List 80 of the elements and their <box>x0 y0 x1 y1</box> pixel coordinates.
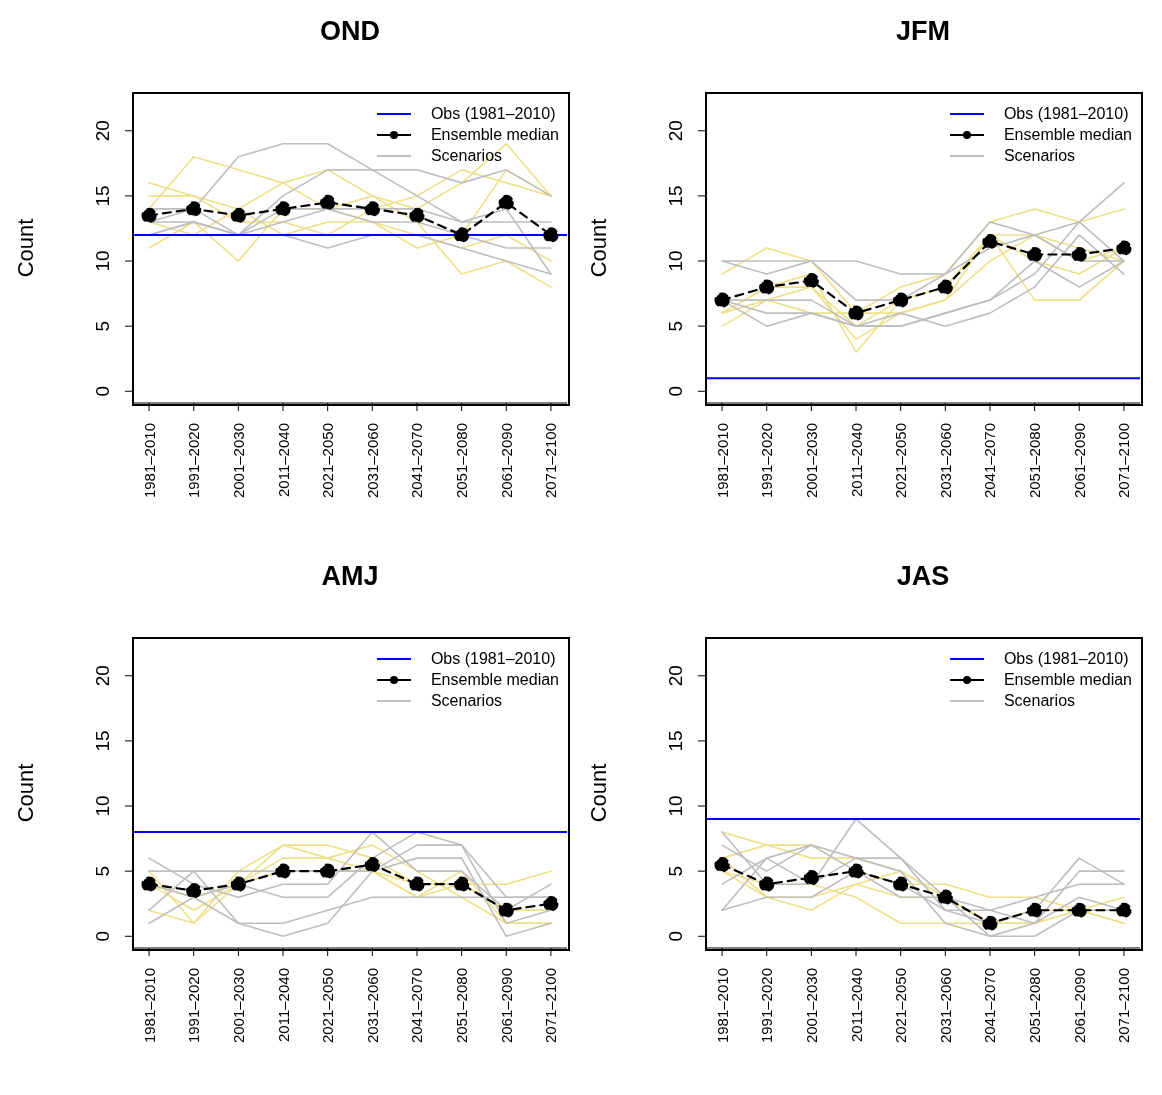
y-axis-title: Count <box>585 763 611 823</box>
x-tick-label: 1981–2010 <box>140 423 158 499</box>
legend-label: Ensemble median <box>1003 670 1132 690</box>
x-tick-label: 1991–2020 <box>758 968 776 1044</box>
x-tick-label: 2071–2100 <box>542 968 560 1044</box>
x-tick-label: 2001–2030 <box>802 423 820 499</box>
x-tick-label: 1981–2010 <box>713 423 731 499</box>
y-tick-label: 15 <box>665 185 686 207</box>
y-axis-title: Count <box>12 763 38 823</box>
x-tick-label: 2041–2070 <box>408 968 426 1044</box>
y-tick-label: 5 <box>92 320 113 332</box>
x-tick-label: 2031–2060 <box>936 968 954 1044</box>
x-tick-label: 2061–2090 <box>497 423 515 499</box>
y-axis-title: Count <box>585 218 611 278</box>
x-tick-label: 2051–2080 <box>1026 423 1044 499</box>
legend-label: Scenarios <box>1003 691 1076 711</box>
x-tick-label: 2061–2090 <box>1070 423 1088 499</box>
y-tick-label: 10 <box>665 250 686 272</box>
y-tick-label: 15 <box>92 730 113 752</box>
y-tick-label: 5 <box>665 865 686 877</box>
x-tick-label: 1991–2020 <box>185 968 203 1044</box>
chart-title: OND <box>319 16 381 47</box>
y-tick-label: 10 <box>92 250 113 272</box>
y-tick-label: 5 <box>92 865 113 877</box>
y-tick-label: 0 <box>665 930 686 942</box>
x-tick-label: 1981–2010 <box>140 968 158 1044</box>
x-tick-label: 1991–2020 <box>185 423 203 499</box>
x-tick-label: 2011–2040 <box>274 968 292 1042</box>
chart-title: JAS <box>895 561 951 592</box>
y-tick-label: 0 <box>665 385 686 397</box>
legend-label: Ensemble median <box>430 670 559 690</box>
x-tick-label: 2021–2050 <box>319 423 337 499</box>
x-tick-label: 2051–2080 <box>1026 968 1044 1044</box>
x-tick-label: 2071–2100 <box>1115 423 1133 499</box>
legend-label: Scenarios <box>430 691 503 711</box>
x-tick-label: 2051–2080 <box>453 968 471 1044</box>
legend-label: Ensemble median <box>430 125 559 145</box>
x-tick-label: 2071–2100 <box>1115 968 1133 1044</box>
x-tick-label: 2011–2040 <box>274 423 292 497</box>
x-tick-label: 2001–2030 <box>802 968 820 1044</box>
legend-label: Scenarios <box>430 146 503 166</box>
x-tick-label: 2021–2050 <box>319 968 337 1044</box>
x-tick-label: 2041–2070 <box>981 968 999 1044</box>
y-tick-label: 5 <box>665 320 686 332</box>
legend-label: Obs (1981–2010) <box>1003 649 1129 669</box>
x-tick-label: 2011–2040 <box>847 968 865 1042</box>
y-tick-label: 20 <box>665 120 686 142</box>
x-tick-label: 2031–2060 <box>363 423 381 499</box>
y-axis-title: Count <box>12 218 38 278</box>
chart-title: JFM <box>895 16 951 47</box>
x-tick-label: 2051–2080 <box>453 423 471 499</box>
x-tick-label: 2061–2090 <box>1070 968 1088 1044</box>
x-tick-label: 2021–2050 <box>892 968 910 1044</box>
x-tick-label: 2041–2070 <box>981 423 999 499</box>
x-tick-label: 2011–2040 <box>847 423 865 497</box>
x-tick-label: 2001–2030 <box>229 968 247 1044</box>
y-tick-label: 10 <box>92 795 113 817</box>
y-tick-label: 20 <box>92 665 113 687</box>
y-tick-label: 20 <box>92 120 113 142</box>
y-tick-label: 0 <box>92 385 113 397</box>
x-tick-label: 2071–2100 <box>542 423 560 499</box>
legend-label: Obs (1981–2010) <box>430 649 556 669</box>
x-tick-label: 2061–2090 <box>497 968 515 1044</box>
x-tick-label: 1981–2010 <box>713 968 731 1044</box>
y-tick-label: 0 <box>92 930 113 942</box>
y-tick-label: 10 <box>665 795 686 817</box>
chart-title: AMJ <box>320 561 380 592</box>
legend-label: Obs (1981–2010) <box>430 104 556 124</box>
legend-label: Ensemble median <box>1003 125 1132 145</box>
y-tick-label: 15 <box>665 730 686 752</box>
x-tick-label: 2021–2050 <box>892 423 910 499</box>
legend-label: Scenarios <box>1003 146 1076 166</box>
legend-label: Obs (1981–2010) <box>1003 104 1129 124</box>
y-tick-label: 20 <box>665 665 686 687</box>
x-tick-label: 1991–2020 <box>758 423 776 499</box>
x-tick-label: 2041–2070 <box>408 423 426 499</box>
x-tick-label: 2031–2060 <box>363 968 381 1044</box>
y-tick-label: 15 <box>92 185 113 207</box>
x-tick-label: 2001–2030 <box>229 423 247 499</box>
x-tick-label: 2031–2060 <box>936 423 954 499</box>
